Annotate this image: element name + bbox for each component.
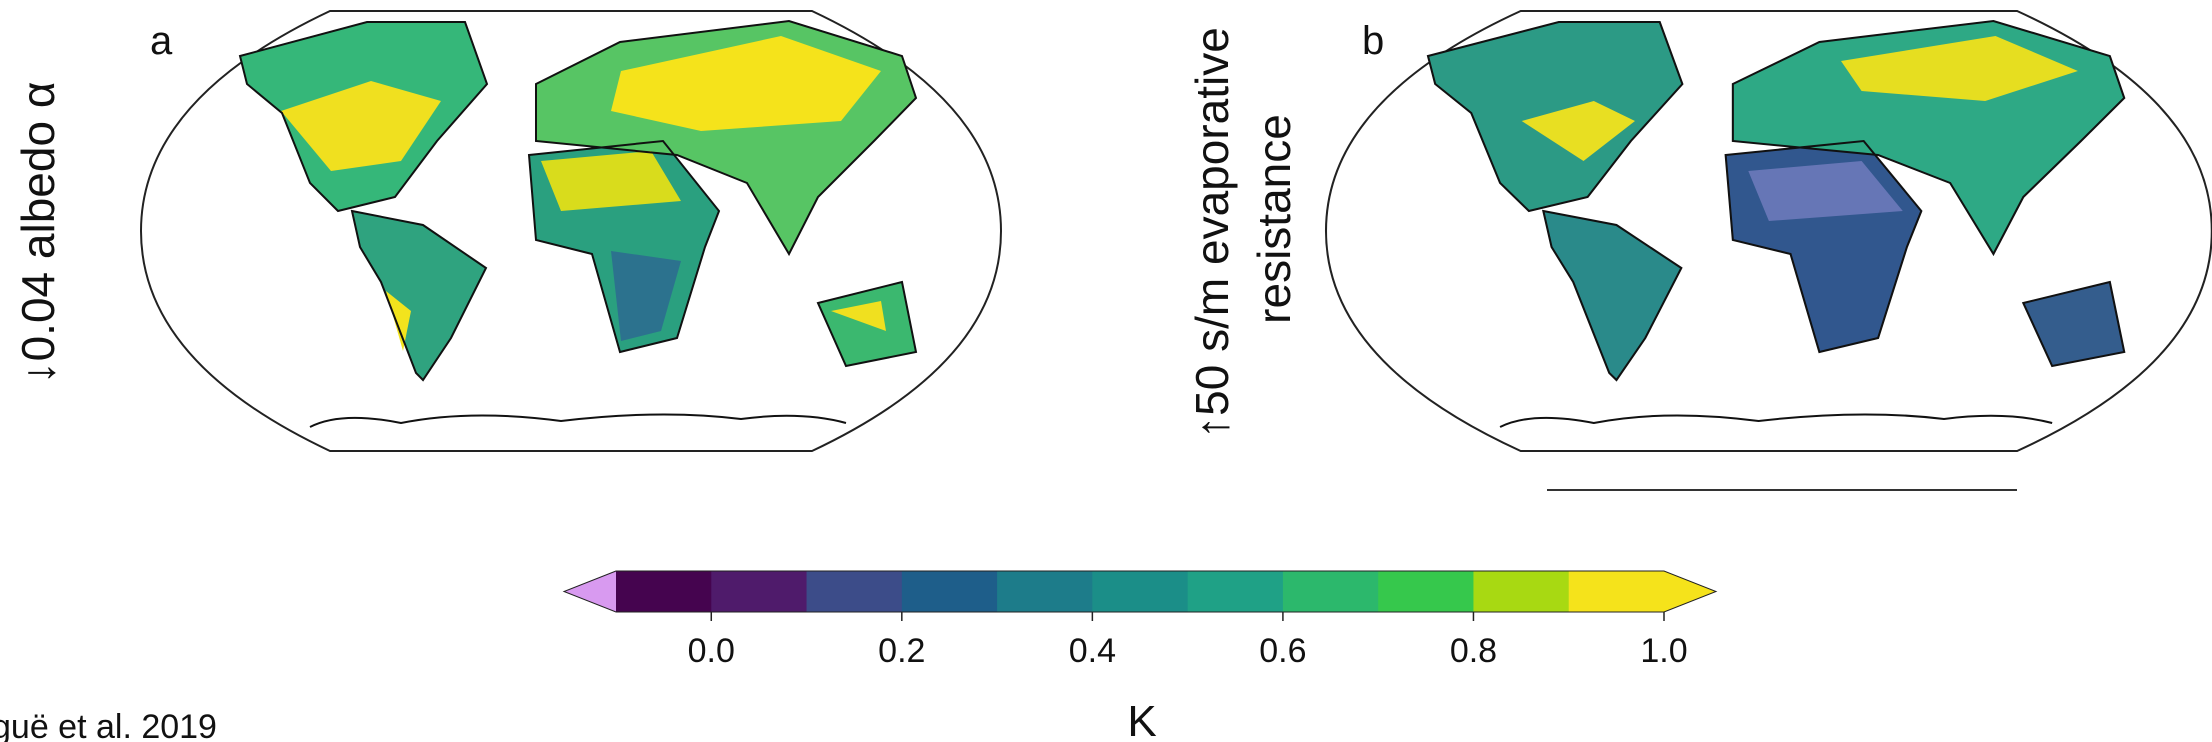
colorbar-bin	[997, 571, 1093, 612]
colorbar-tick-label: 0.8	[1450, 632, 1497, 670]
colorbar-bin	[901, 571, 998, 612]
row-label: ↓0.04 albedo α	[12, 82, 64, 385]
row-label: resistance	[1248, 114, 1300, 324]
colorbar-bin	[806, 571, 903, 612]
colorbar-over	[1664, 571, 1716, 612]
colorbar-bin	[616, 571, 712, 612]
colorbar-tick-label: 0.0	[688, 632, 735, 670]
panel-label: b	[1362, 19, 1384, 63]
colorbar-bin	[1187, 571, 1284, 612]
row-label: ↑50 s/m evaporative	[1186, 27, 1238, 439]
citation: guë et al. 2019	[0, 708, 217, 742]
colorbar-bin	[1378, 571, 1474, 612]
colorbar-bin	[1092, 571, 1189, 612]
colorbar-under	[564, 571, 616, 612]
colorbar-label: K	[1127, 697, 1156, 742]
colorbar-tick-label: 1.0	[1640, 632, 1687, 670]
colorbar-bin	[1282, 571, 1379, 612]
map-a	[140, 10, 1002, 452]
colorbar-bin	[711, 571, 808, 612]
panel-label: a	[150, 19, 173, 63]
colorbar: 0.0 0.2 0.4 0.6 0.8 1.0	[562, 570, 1718, 670]
map-b	[1324, 9, 2212, 453]
colorbar-bin	[1568, 571, 1665, 612]
colorbar-tick-label: 0.2	[878, 632, 925, 670]
colorbar-bin	[1473, 571, 1570, 612]
colorbar-tick-label: 0.6	[1259, 632, 1306, 670]
colorbar-tick-label: 0.4	[1069, 632, 1116, 670]
